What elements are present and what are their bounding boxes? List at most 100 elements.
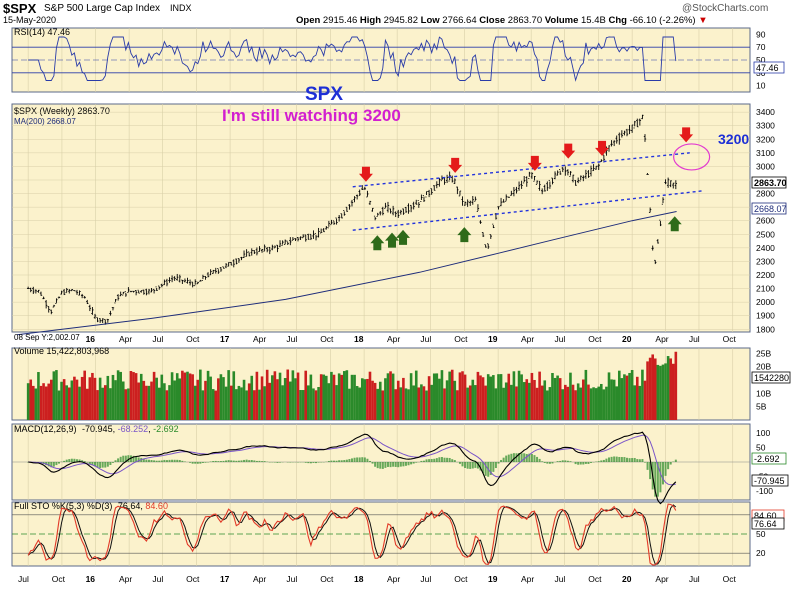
volume-bar xyxy=(186,371,189,420)
x-tick-label: Jul xyxy=(420,574,431,584)
volume-bar xyxy=(617,370,621,420)
volume-bar xyxy=(648,357,652,420)
volume-bar xyxy=(533,379,536,420)
x-tick-label: Oct xyxy=(454,334,468,344)
volume-bar xyxy=(389,371,392,420)
macd-histogram-bar xyxy=(212,461,215,462)
volume-bar xyxy=(307,385,310,420)
volume-bar xyxy=(47,383,51,420)
macd-histogram-bar xyxy=(114,460,117,462)
volume-bar xyxy=(512,371,516,420)
macd-histogram-bar xyxy=(135,456,138,462)
x-tick-label: Oct xyxy=(454,574,468,584)
rsi-value-box xyxy=(753,61,785,74)
volume-bar xyxy=(628,372,631,420)
volume-bar xyxy=(340,374,344,420)
volume-tick-label: 10B xyxy=(756,388,771,398)
volume-bar xyxy=(376,388,379,420)
volume-bar xyxy=(371,380,374,420)
target-label: 3200 xyxy=(718,131,749,147)
down-arrow-icon xyxy=(679,127,694,143)
macd-histogram-bar xyxy=(142,458,145,462)
volume-bar xyxy=(199,369,202,420)
volume-bar xyxy=(62,379,66,420)
macd-histogram-bar xyxy=(165,460,168,462)
open-label: Open xyxy=(296,15,321,26)
macd-histogram-bar xyxy=(469,462,472,469)
macd-histogram-bar xyxy=(626,457,628,462)
macd-histogram-bar xyxy=(68,459,71,462)
macd-histogram-bar xyxy=(507,454,510,462)
volume-bar xyxy=(206,370,210,420)
volume-bar xyxy=(564,384,567,420)
volume-bar xyxy=(612,379,616,420)
macd-histogram-bar xyxy=(438,457,441,462)
volume-bar xyxy=(458,372,462,420)
rsi-tick-label: 10 xyxy=(756,81,766,91)
macd-histogram-bar xyxy=(559,460,562,462)
macd-histogram-bar xyxy=(392,462,395,467)
volume-bar xyxy=(368,371,372,420)
macd-histogram-bar xyxy=(173,459,176,462)
volume-bar xyxy=(34,388,38,420)
macd-histogram-bar xyxy=(335,460,338,462)
macd-histogram-bar xyxy=(636,459,639,462)
volume-bar xyxy=(643,380,647,420)
volume-bar xyxy=(330,371,333,420)
volume-bar xyxy=(548,387,552,420)
macd-histogram-bar xyxy=(548,462,551,464)
down-arrow-icon xyxy=(595,140,610,156)
ma-label: MA(200) 2668.07 xyxy=(14,117,76,126)
macd-histogram-bar xyxy=(358,457,361,462)
macd-histogram-bar xyxy=(235,460,238,462)
x-tick-label: Apr xyxy=(387,574,400,584)
macd-histogram-bar xyxy=(649,462,652,480)
volume-bar xyxy=(168,385,171,420)
volume-bar xyxy=(350,374,354,420)
macd-histogram-bar xyxy=(399,462,402,467)
macd-histogram-bar xyxy=(602,459,605,462)
volume-bar xyxy=(620,378,624,420)
x-tick-label: Apr xyxy=(119,334,132,344)
volume-bar xyxy=(317,387,320,420)
volume-bar xyxy=(597,386,601,420)
macd-histogram-bar xyxy=(379,462,382,469)
macd-histogram-bar xyxy=(279,462,282,463)
volume-bar xyxy=(479,375,482,420)
macd-histogram-bar xyxy=(386,462,389,467)
macd-histogram-bar xyxy=(232,460,235,462)
volume-value-box xyxy=(751,371,791,384)
macd-histogram-bar xyxy=(484,462,487,476)
macd-histogram-bar xyxy=(608,457,611,462)
volume-bar xyxy=(366,378,369,420)
macd-histogram-bar xyxy=(497,462,500,464)
macd-histogram-bar xyxy=(196,462,199,464)
macd-histogram-bar xyxy=(81,460,84,462)
volume-label: Volume xyxy=(544,15,579,26)
volume-tick-label: 25B xyxy=(756,348,771,358)
x-tick-label: 18 xyxy=(354,334,364,344)
volume-bar xyxy=(91,372,94,420)
macd-histogram-bar xyxy=(109,462,112,465)
macd-histogram-bar xyxy=(479,462,482,471)
volume-bar xyxy=(49,379,53,420)
rsi-value: 47.46 xyxy=(756,63,779,73)
watermark: @StockCharts.com xyxy=(682,3,769,14)
volume-bar xyxy=(396,380,400,420)
volume-label: Volume 15,422,803,968 xyxy=(14,346,109,356)
volume-bar xyxy=(522,382,526,420)
volume-bar xyxy=(324,375,328,420)
volume-bar xyxy=(39,385,43,420)
x-tick-label: 17 xyxy=(220,334,230,344)
close-value: 2863.70 xyxy=(507,15,543,26)
volume-bar xyxy=(211,389,215,420)
open-value: 2915.46 xyxy=(322,15,358,26)
volume-bar xyxy=(111,374,115,420)
chg-value: -66.10 (-2.26%) xyxy=(629,15,696,26)
volume-bar xyxy=(119,371,122,420)
volume-bar xyxy=(253,390,256,420)
macd-histogram-bar xyxy=(117,458,120,462)
volume-bar xyxy=(594,388,598,420)
macd-hist-text: -2.692 xyxy=(153,424,179,434)
